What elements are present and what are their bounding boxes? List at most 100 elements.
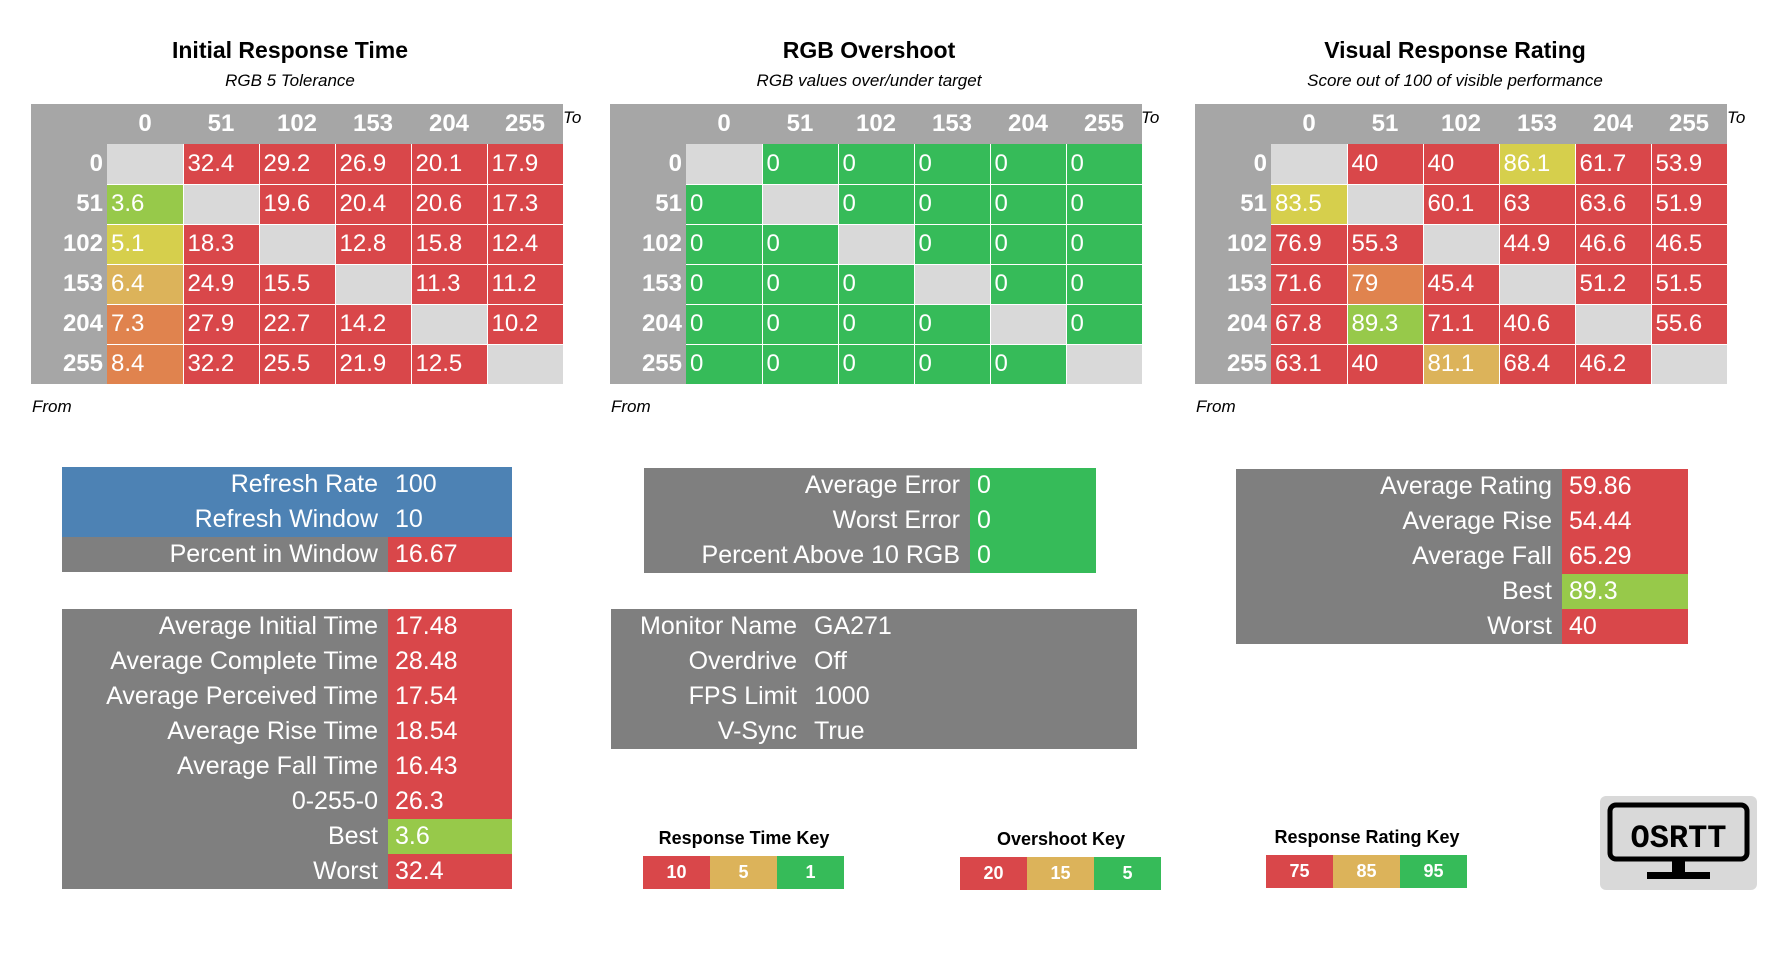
stat-label: Best bbox=[62, 819, 388, 854]
stat-value: 26.3 bbox=[388, 784, 512, 819]
key-swatch: 5 bbox=[1094, 857, 1161, 890]
stat-row: Best 3.6 bbox=[62, 819, 512, 854]
heatmap-cell: 0 bbox=[914, 304, 991, 345]
heatmap-empty-cell bbox=[1575, 304, 1652, 345]
row-header: 51 bbox=[610, 184, 686, 224]
chart-title-rating: Visual Response Rating bbox=[1324, 37, 1586, 63]
heatmap-empty-cell bbox=[1271, 144, 1348, 185]
heatmap-cell: 12.4 bbox=[487, 224, 564, 265]
stat-row: Monitor Name GA271 bbox=[611, 609, 1137, 644]
stat-value: 89.3 bbox=[1562, 574, 1688, 609]
stat-row: Worst Error 0 bbox=[644, 503, 1096, 538]
heatmap-cell: 22.7 bbox=[259, 304, 336, 345]
stat-value: True bbox=[807, 714, 1137, 749]
row-header: 255 bbox=[610, 344, 686, 384]
heatmap-cell: 51.5 bbox=[1651, 264, 1728, 305]
key-swatch: 85 bbox=[1333, 855, 1400, 888]
column-header: 0 bbox=[686, 104, 762, 144]
heatmap-cell: 45.4 bbox=[1423, 264, 1500, 305]
key-swatch: 5 bbox=[710, 856, 777, 889]
heatmap-empty-cell bbox=[411, 304, 488, 345]
column-header: 51 bbox=[762, 104, 838, 144]
stat-label: Average Initial Time bbox=[62, 609, 388, 644]
stat-label: Percent Above 10 RGB bbox=[644, 538, 970, 573]
heatmap-cell: 24.9 bbox=[183, 264, 260, 305]
row-header: 0 bbox=[610, 144, 686, 184]
stat-row: Average Rise Time 18.54 bbox=[62, 714, 512, 749]
heatmap-cell: 5.1 bbox=[107, 224, 184, 265]
heatmap-cell: 44.9 bbox=[1499, 224, 1576, 265]
rating-key-title: Response Rating Key bbox=[1274, 827, 1460, 847]
heatmap-cell: 40 bbox=[1347, 344, 1424, 385]
monitor-logo-icon: OSRTT bbox=[1607, 802, 1750, 879]
row-header: 51 bbox=[31, 184, 107, 224]
stat-label: 0-255-0 bbox=[62, 784, 388, 819]
heatmap-cell: 71.6 bbox=[1271, 264, 1348, 305]
heatmap-empty-cell bbox=[183, 184, 260, 225]
column-header: 102 bbox=[1423, 104, 1499, 144]
stat-label: Average Fall Time bbox=[62, 749, 388, 784]
heatmap-response-time: 0 51 102 153 204 255 0 32.4 29.2 26.9 20.1 17.9 51 3.… bbox=[31, 104, 564, 385]
monitor-info-panel: Monitor Name GA271 Overdrive Off FPS Limit 10… bbox=[611, 609, 1137, 749]
heatmap-cell: 0 bbox=[990, 144, 1067, 185]
heatmap-cell: 55.6 bbox=[1651, 304, 1728, 345]
column-header: 51 bbox=[1347, 104, 1423, 144]
column-header: 255 bbox=[1651, 104, 1727, 144]
heatmap-empty-cell bbox=[1066, 344, 1143, 385]
stat-row: Average Fall 65.29 bbox=[1236, 539, 1688, 574]
heatmap-cell: 20.6 bbox=[411, 184, 488, 225]
from-axis-label: From bbox=[32, 397, 72, 416]
stat-value: 100 bbox=[388, 467, 512, 502]
heatmap-cell: 25.5 bbox=[259, 344, 336, 385]
heatmap-cell: 0 bbox=[762, 224, 839, 265]
key-swatch: 10 bbox=[643, 856, 710, 889]
heatmap-cell: 20.4 bbox=[335, 184, 412, 225]
stat-label: Average Complete Time bbox=[62, 644, 388, 679]
overshoot-key: 20 15 5 bbox=[960, 857, 1161, 890]
heatmap-cell: 40 bbox=[1347, 144, 1424, 185]
column-header: 204 bbox=[990, 104, 1066, 144]
stat-row: Worst 32.4 bbox=[62, 854, 512, 889]
chart-title-overshoot: RGB Overshoot bbox=[782, 37, 956, 63]
stat-value: 17.54 bbox=[388, 679, 512, 714]
heatmap-empty-cell bbox=[914, 264, 991, 305]
heatmap-cell: 32.2 bbox=[183, 344, 260, 385]
stat-row: Worst 40 bbox=[1236, 609, 1688, 644]
corner-cell bbox=[1195, 104, 1271, 144]
stat-label: Average Rise bbox=[1236, 504, 1562, 539]
heatmap-empty-cell bbox=[335, 264, 412, 305]
heatmap-cell: 46.5 bbox=[1651, 224, 1728, 265]
stat-label: Average Rise Time bbox=[62, 714, 388, 749]
heatmap-cell: 86.1 bbox=[1499, 144, 1576, 185]
stat-label: V-Sync bbox=[611, 714, 807, 749]
stat-label: Best bbox=[1236, 574, 1562, 609]
column-header: 102 bbox=[259, 104, 335, 144]
stat-value: 65.29 bbox=[1562, 539, 1688, 574]
row-header: 0 bbox=[1195, 144, 1271, 184]
stat-value: 0 bbox=[970, 538, 1096, 573]
stat-value: 54.44 bbox=[1562, 504, 1688, 539]
stat-row: Average Fall Time 16.43 bbox=[62, 749, 512, 784]
heatmap-cell: 0 bbox=[686, 264, 763, 305]
heatmap-cell: 0 bbox=[990, 224, 1067, 265]
stat-row: Refresh Rate 100 bbox=[62, 467, 512, 502]
heatmap-empty-cell bbox=[1347, 184, 1424, 225]
heatmap-cell: 0 bbox=[990, 184, 1067, 225]
response-time-key: 10 5 1 bbox=[643, 856, 844, 889]
heatmap-empty-cell bbox=[259, 224, 336, 265]
stat-label: Average Error bbox=[644, 468, 970, 503]
heatmap-cell: 71.1 bbox=[1423, 304, 1500, 345]
heatmap-cell: 89.3 bbox=[1347, 304, 1424, 345]
row-header: 153 bbox=[31, 264, 107, 304]
to-axis-label: To bbox=[1141, 108, 1160, 127]
heatmap-empty-cell bbox=[1651, 344, 1728, 385]
chart-subtitle-rating: Score out of 100 of visible performance bbox=[1307, 71, 1603, 90]
key-swatch: 95 bbox=[1400, 855, 1467, 888]
heatmap-cell: 83.5 bbox=[1271, 184, 1348, 225]
heatmap-empty-cell bbox=[838, 224, 915, 265]
heatmap-cell: 0 bbox=[914, 184, 991, 225]
heatmap-cell: 0 bbox=[1066, 144, 1143, 185]
corner-cell bbox=[610, 104, 686, 144]
heatmap-cell: 7.3 bbox=[107, 304, 184, 345]
heatmap-cell: 21.9 bbox=[335, 344, 412, 385]
